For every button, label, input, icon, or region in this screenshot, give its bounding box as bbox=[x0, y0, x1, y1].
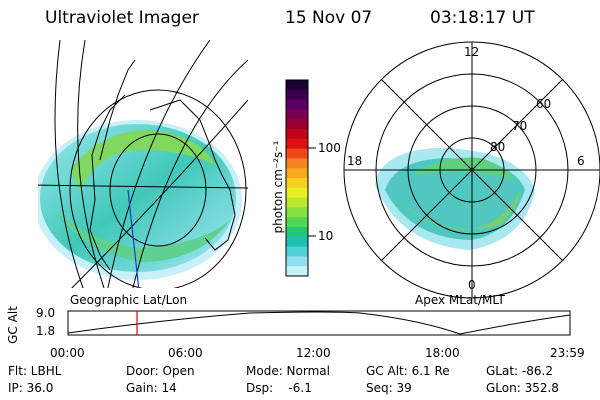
colorbar-segment bbox=[286, 236, 308, 248]
right-panel-caption: Apex MLat/MLT bbox=[415, 293, 505, 307]
coastline bbox=[149, 99, 236, 251]
colorbar-segment bbox=[286, 168, 308, 179]
xtick-0000: 00:00 bbox=[50, 346, 85, 360]
mlat-label-70: 70 bbox=[512, 119, 528, 133]
colorbar-segment bbox=[286, 207, 308, 218]
left-panel-caption: Geographic Lat/Lon bbox=[70, 293, 188, 307]
colorbar-segment bbox=[286, 148, 308, 159]
footer-glat: GLat: -86.2 bbox=[486, 364, 553, 378]
colorbar-segment bbox=[286, 256, 308, 267]
colorbar-segment bbox=[286, 119, 308, 130]
colorbar-tick-100: 100 bbox=[318, 141, 341, 155]
footer-flt: Flt: LBHL bbox=[8, 364, 62, 378]
colorbar-segment bbox=[286, 246, 308, 257]
footer-gain: Gain: 14 bbox=[126, 381, 177, 395]
xtick-1800: 18:00 bbox=[425, 346, 460, 360]
colorbar-segment bbox=[286, 129, 308, 140]
footer-dsp: Dsp: -6.1 bbox=[246, 381, 312, 395]
colorbar-segment bbox=[286, 80, 308, 91]
xtick-2359: 23:59 bbox=[550, 346, 585, 360]
footer-ip: IP: 36.0 bbox=[8, 381, 54, 395]
footer-glon: GLon: 352.8 bbox=[486, 381, 559, 395]
altitude-ytick-bottom: 1.8 bbox=[36, 324, 56, 338]
polar-image bbox=[343, 41, 600, 299]
footer-gc-alt: GC Alt: 6.1 Re bbox=[366, 364, 450, 378]
mlat-label-60: 60 bbox=[536, 97, 552, 111]
time-label: 03:18:17 UT bbox=[430, 8, 535, 28]
colorbar-tick-10: 10 bbox=[318, 229, 334, 243]
mlt-label-6: 6 bbox=[577, 154, 585, 168]
colorbar-segment bbox=[286, 266, 308, 277]
xtick-1200: 12:00 bbox=[296, 346, 331, 360]
colorbar-segment bbox=[286, 89, 308, 101]
footer-mode: Mode: Normal bbox=[246, 364, 330, 378]
altitude-ylabel: GC Alt bbox=[6, 306, 20, 344]
colorbar-frame bbox=[285, 79, 309, 277]
colorbar-segment bbox=[286, 99, 308, 110]
altitude-plot bbox=[67, 310, 571, 336]
app-title: Ultraviolet Imager bbox=[45, 8, 199, 28]
colorbar-segment bbox=[286, 197, 308, 208]
footer-seq: Seq: 39 bbox=[366, 381, 412, 395]
altitude-curve bbox=[67, 311, 571, 335]
mlt-label-12: 12 bbox=[464, 45, 480, 59]
colorbar-segment bbox=[286, 138, 308, 150]
mlat-label-80: 80 bbox=[490, 140, 506, 154]
coastline bbox=[89, 59, 136, 271]
altitude-ytick-top: 9.0 bbox=[36, 306, 56, 320]
colorbar-segment bbox=[286, 178, 308, 189]
xtick-0600: 06:00 bbox=[168, 346, 203, 360]
colorbar-segment bbox=[286, 187, 308, 199]
colorbar-unit-label: photon cm⁻²s⁻¹ bbox=[271, 140, 285, 234]
footer-door: Door: Open bbox=[126, 364, 195, 378]
colorbar bbox=[285, 79, 309, 277]
colorbar-segment bbox=[286, 217, 308, 228]
mlt-label-0: 0 bbox=[468, 278, 476, 292]
colorbar-segment bbox=[286, 227, 308, 238]
colorbar-segment bbox=[286, 158, 308, 169]
geographic-image bbox=[38, 40, 248, 288]
mlt-label-18: 18 bbox=[347, 154, 363, 168]
date-label: 15 Nov 07 bbox=[285, 8, 373, 28]
colorbar-segment bbox=[286, 109, 308, 120]
